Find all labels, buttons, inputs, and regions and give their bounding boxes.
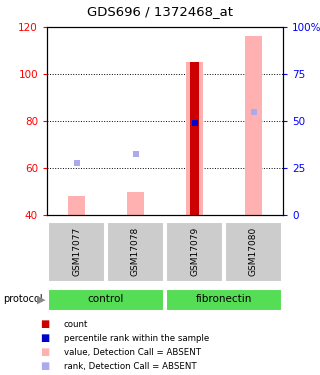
Bar — [127, 192, 144, 215]
Text: GSM17080: GSM17080 — [249, 227, 258, 276]
Text: GSM17077: GSM17077 — [72, 227, 81, 276]
Text: GDS696 / 1372468_at: GDS696 / 1372468_at — [87, 5, 233, 18]
Text: control: control — [88, 294, 124, 304]
Text: ■: ■ — [40, 362, 49, 371]
Text: ■: ■ — [40, 347, 49, 357]
Text: rank, Detection Call = ABSENT: rank, Detection Call = ABSENT — [64, 362, 196, 371]
Text: GSM17078: GSM17078 — [131, 227, 140, 276]
Text: ■: ■ — [40, 319, 49, 329]
Text: ▶: ▶ — [37, 294, 45, 304]
Text: fibronectin: fibronectin — [196, 294, 252, 304]
Bar — [245, 36, 262, 215]
Text: protocol: protocol — [3, 294, 43, 304]
Bar — [186, 62, 203, 215]
Bar — [190, 62, 199, 215]
Text: count: count — [64, 320, 88, 328]
Text: percentile rank within the sample: percentile rank within the sample — [64, 334, 209, 343]
Text: value, Detection Call = ABSENT: value, Detection Call = ABSENT — [64, 348, 201, 357]
Text: ■: ■ — [40, 333, 49, 343]
Bar — [68, 196, 85, 215]
Text: GSM17079: GSM17079 — [190, 227, 199, 276]
